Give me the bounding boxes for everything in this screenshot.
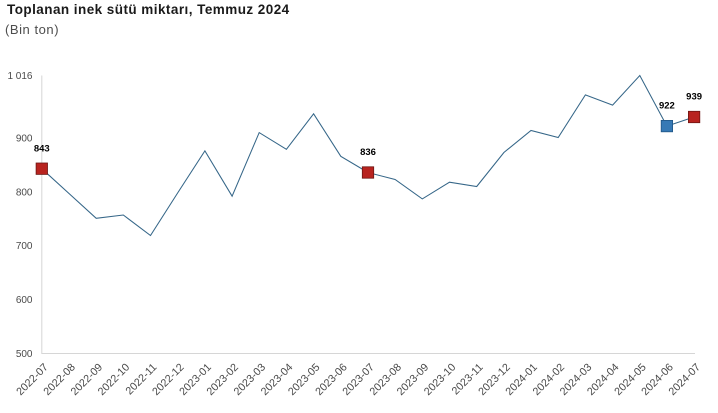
svg-text:922: 922: [659, 101, 675, 112]
svg-text:836: 836: [360, 147, 376, 158]
svg-text:600: 600: [16, 295, 33, 306]
svg-text:800: 800: [16, 187, 33, 198]
svg-text:Toplanan inek sütü miktarı, Te: Toplanan inek sütü miktarı, Temmuz 2024: [7, 2, 290, 17]
svg-text:(Bin ton): (Bin ton): [5, 22, 59, 37]
svg-text:939: 939: [686, 92, 702, 103]
svg-text:500: 500: [16, 349, 33, 360]
svg-text:900: 900: [16, 133, 33, 144]
svg-text:700: 700: [16, 241, 33, 252]
svg-text:1 016: 1 016: [7, 71, 32, 82]
svg-text:843: 843: [34, 143, 50, 154]
